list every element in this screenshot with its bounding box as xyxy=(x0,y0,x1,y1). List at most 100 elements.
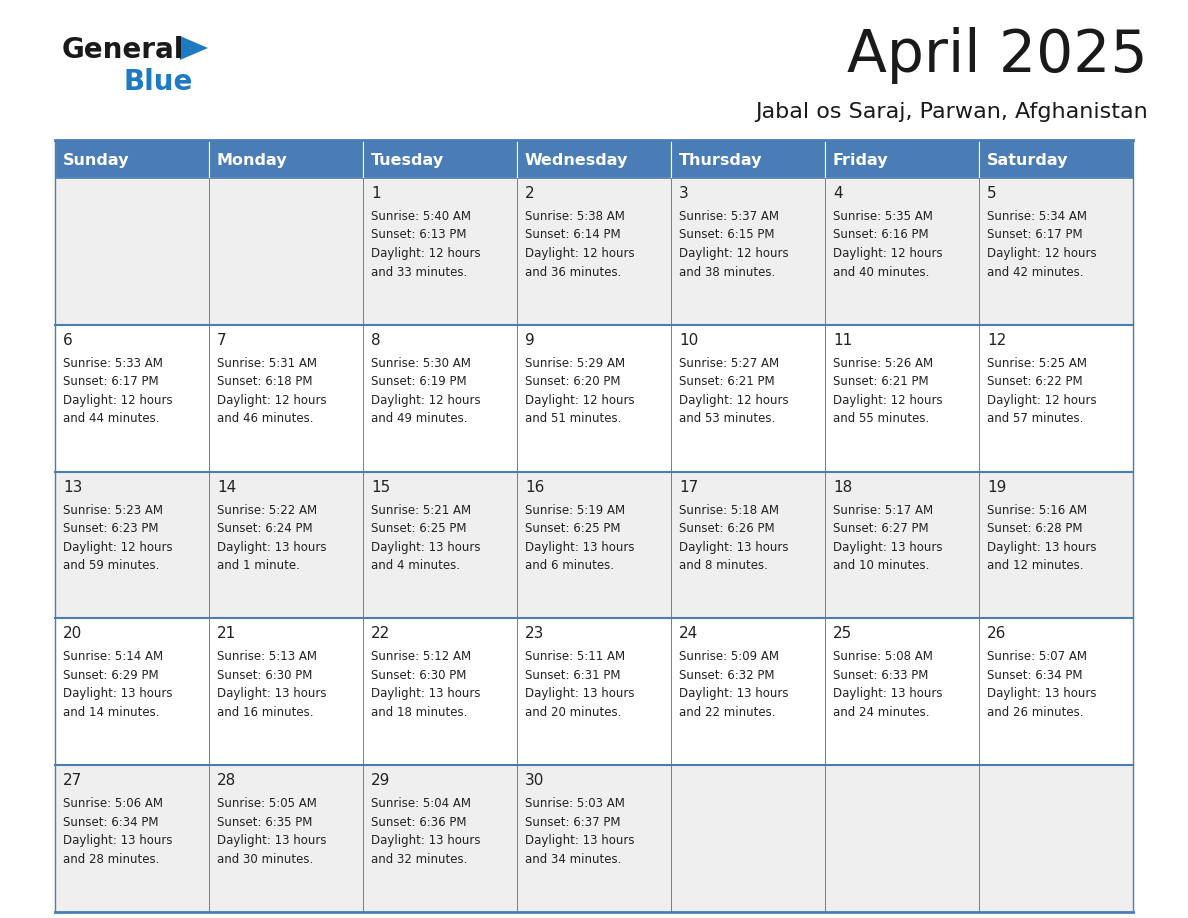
Bar xyxy=(824,472,979,619)
Text: 21: 21 xyxy=(217,626,236,642)
Bar xyxy=(55,472,209,619)
Text: Jabal os Saraj, Parwan, Afghanistan: Jabal os Saraj, Parwan, Afghanistan xyxy=(756,102,1148,122)
Text: Sunrise: 5:33 AM: Sunrise: 5:33 AM xyxy=(63,357,163,370)
Text: 25: 25 xyxy=(833,626,852,642)
Text: Thursday: Thursday xyxy=(680,152,763,167)
Text: 22: 22 xyxy=(371,626,390,642)
Bar xyxy=(671,472,824,619)
Text: and 59 minutes.: and 59 minutes. xyxy=(63,559,159,572)
Text: 19: 19 xyxy=(987,479,1006,495)
Text: Sunset: 6:13 PM: Sunset: 6:13 PM xyxy=(371,229,467,241)
Text: 20: 20 xyxy=(63,626,82,642)
Text: Sunrise: 5:06 AM: Sunrise: 5:06 AM xyxy=(63,797,163,811)
Text: Sunset: 6:31 PM: Sunset: 6:31 PM xyxy=(525,669,620,682)
Text: 16: 16 xyxy=(525,479,544,495)
Text: Sunrise: 5:18 AM: Sunrise: 5:18 AM xyxy=(680,504,779,517)
Text: 17: 17 xyxy=(680,479,699,495)
Text: Daylight: 12 hours: Daylight: 12 hours xyxy=(833,247,942,260)
Bar xyxy=(55,178,209,325)
Bar xyxy=(517,619,671,766)
Text: Sunset: 6:21 PM: Sunset: 6:21 PM xyxy=(680,375,775,388)
Bar xyxy=(979,178,1133,325)
Text: Daylight: 13 hours: Daylight: 13 hours xyxy=(63,834,172,847)
Text: and 8 minutes.: and 8 minutes. xyxy=(680,559,767,572)
Bar xyxy=(671,325,824,472)
Text: and 51 minutes.: and 51 minutes. xyxy=(525,412,621,425)
Text: Daylight: 13 hours: Daylight: 13 hours xyxy=(371,541,480,554)
Text: Daylight: 12 hours: Daylight: 12 hours xyxy=(525,247,634,260)
Text: Sunset: 6:14 PM: Sunset: 6:14 PM xyxy=(525,229,620,241)
Text: Sunrise: 5:30 AM: Sunrise: 5:30 AM xyxy=(371,357,470,370)
Text: Daylight: 12 hours: Daylight: 12 hours xyxy=(525,394,634,407)
Text: Daylight: 13 hours: Daylight: 13 hours xyxy=(680,688,789,700)
Bar xyxy=(209,325,364,472)
Text: Sunset: 6:28 PM: Sunset: 6:28 PM xyxy=(987,522,1082,535)
Text: and 12 minutes.: and 12 minutes. xyxy=(987,559,1083,572)
Text: Daylight: 13 hours: Daylight: 13 hours xyxy=(63,688,172,700)
Text: 7: 7 xyxy=(217,333,227,348)
Bar xyxy=(55,766,209,912)
Text: Daylight: 13 hours: Daylight: 13 hours xyxy=(371,834,480,847)
Text: and 42 minutes.: and 42 minutes. xyxy=(987,265,1083,278)
Bar xyxy=(364,140,517,178)
Text: Sunrise: 5:38 AM: Sunrise: 5:38 AM xyxy=(525,210,625,223)
Text: 28: 28 xyxy=(217,773,236,789)
Bar xyxy=(671,178,824,325)
Text: Friday: Friday xyxy=(833,152,889,167)
Bar xyxy=(364,178,517,325)
Bar xyxy=(671,766,824,912)
Text: Sunset: 6:34 PM: Sunset: 6:34 PM xyxy=(987,669,1082,682)
Bar xyxy=(979,766,1133,912)
Text: Sunset: 6:23 PM: Sunset: 6:23 PM xyxy=(63,522,158,535)
Text: Daylight: 13 hours: Daylight: 13 hours xyxy=(525,834,634,847)
Bar xyxy=(824,178,979,325)
Text: and 6 minutes.: and 6 minutes. xyxy=(525,559,614,572)
Text: Sunrise: 5:37 AM: Sunrise: 5:37 AM xyxy=(680,210,779,223)
Text: Daylight: 13 hours: Daylight: 13 hours xyxy=(217,541,327,554)
Text: Sunrise: 5:17 AM: Sunrise: 5:17 AM xyxy=(833,504,933,517)
Text: Sunset: 6:30 PM: Sunset: 6:30 PM xyxy=(217,669,312,682)
Text: Saturday: Saturday xyxy=(987,152,1068,167)
Bar xyxy=(517,178,671,325)
Bar xyxy=(209,766,364,912)
Text: Sunset: 6:17 PM: Sunset: 6:17 PM xyxy=(987,229,1082,241)
Text: Sunset: 6:15 PM: Sunset: 6:15 PM xyxy=(680,229,775,241)
Text: Sunset: 6:24 PM: Sunset: 6:24 PM xyxy=(217,522,312,535)
Text: 18: 18 xyxy=(833,479,852,495)
Bar xyxy=(979,325,1133,472)
Text: Daylight: 13 hours: Daylight: 13 hours xyxy=(217,688,327,700)
Bar xyxy=(209,472,364,619)
Bar xyxy=(209,619,364,766)
Text: Sunrise: 5:14 AM: Sunrise: 5:14 AM xyxy=(63,650,163,664)
Text: 2: 2 xyxy=(525,186,535,201)
Text: Sunrise: 5:19 AM: Sunrise: 5:19 AM xyxy=(525,504,625,517)
Text: Daylight: 13 hours: Daylight: 13 hours xyxy=(987,688,1097,700)
Bar xyxy=(671,140,824,178)
Text: 12: 12 xyxy=(987,333,1006,348)
Text: Daylight: 13 hours: Daylight: 13 hours xyxy=(987,541,1097,554)
Text: Sunrise: 5:11 AM: Sunrise: 5:11 AM xyxy=(525,650,625,664)
Text: 30: 30 xyxy=(525,773,544,789)
Text: and 22 minutes.: and 22 minutes. xyxy=(680,706,776,719)
Text: Sunset: 6:21 PM: Sunset: 6:21 PM xyxy=(833,375,929,388)
Text: 27: 27 xyxy=(63,773,82,789)
Text: Daylight: 12 hours: Daylight: 12 hours xyxy=(680,247,789,260)
Text: Monday: Monday xyxy=(217,152,287,167)
Text: Daylight: 13 hours: Daylight: 13 hours xyxy=(833,688,942,700)
Text: Sunrise: 5:22 AM: Sunrise: 5:22 AM xyxy=(217,504,317,517)
Text: Sunset: 6:34 PM: Sunset: 6:34 PM xyxy=(63,816,158,829)
Text: Sunset: 6:36 PM: Sunset: 6:36 PM xyxy=(371,816,467,829)
Text: and 16 minutes.: and 16 minutes. xyxy=(217,706,314,719)
Text: Sunrise: 5:34 AM: Sunrise: 5:34 AM xyxy=(987,210,1087,223)
Text: Sunset: 6:20 PM: Sunset: 6:20 PM xyxy=(525,375,620,388)
Text: and 55 minutes.: and 55 minutes. xyxy=(833,412,929,425)
Bar xyxy=(824,766,979,912)
Text: 5: 5 xyxy=(987,186,997,201)
Text: 15: 15 xyxy=(371,479,390,495)
Text: April 2025: April 2025 xyxy=(847,27,1148,84)
Text: Sunrise: 5:27 AM: Sunrise: 5:27 AM xyxy=(680,357,779,370)
Text: Sunrise: 5:40 AM: Sunrise: 5:40 AM xyxy=(371,210,470,223)
Bar xyxy=(671,619,824,766)
Text: Daylight: 13 hours: Daylight: 13 hours xyxy=(525,541,634,554)
Text: and 44 minutes.: and 44 minutes. xyxy=(63,412,159,425)
